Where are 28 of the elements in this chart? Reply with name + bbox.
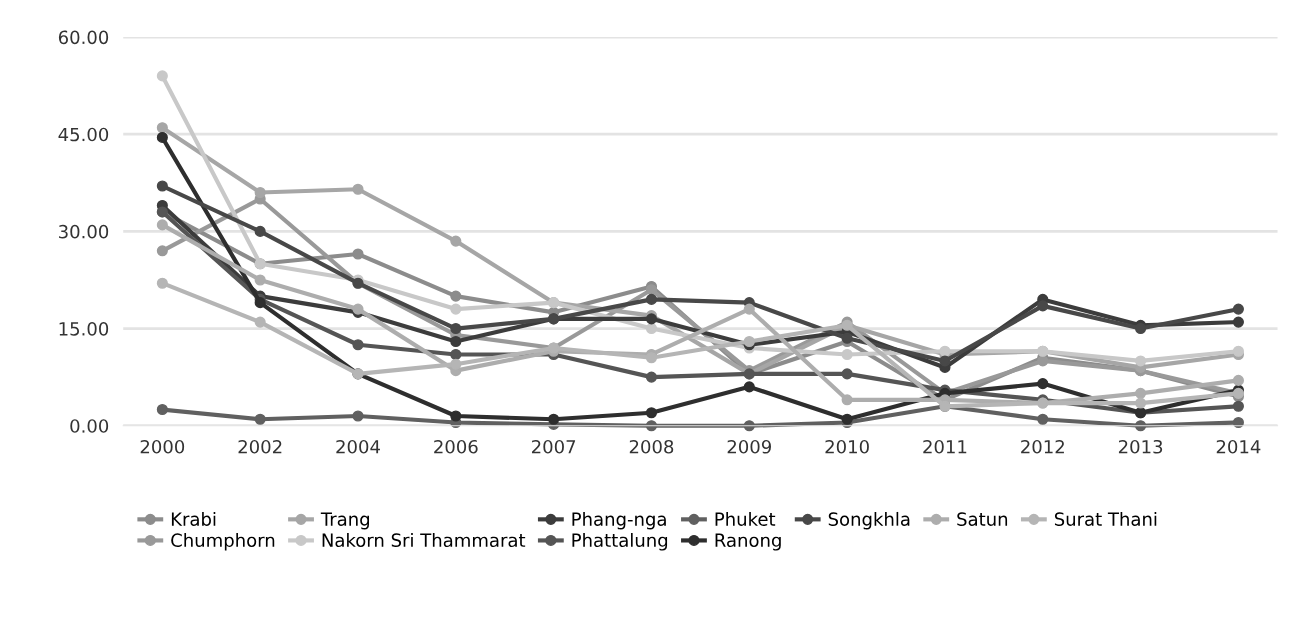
y-tick-label: 30.00 [59,224,109,239]
legend-label: Surat Thani [1054,511,1157,526]
x-tick-label: 2013 [1118,439,1163,454]
y-tick-label: 60.00 [58,30,109,45]
x-tick-label: 2012 [1021,439,1064,454]
legend-label: Chumphorn [171,533,275,551]
x-tick-label: 2002 [238,439,282,454]
y-tick-label: 45.00 [58,127,109,142]
x-tick-label: 2000 [140,439,185,454]
legend-label: Phang-nga [572,511,666,530]
x-tick-label: 2011 [923,439,967,454]
y-tick-label: 0.00 [70,419,109,433]
x-tick-label: 2004 [336,439,380,454]
legend-label: Trang [320,512,369,530]
legend-label: Nakorn Sri Thammarat [322,533,526,548]
legend-label: Phattalung [572,533,668,551]
x-tick-label: 2010 [825,439,869,454]
legend-label: Phuket [715,511,776,526]
y-tick-label: 15.00 [59,322,109,336]
x-tick-label: 2006 [434,439,478,454]
x-tick-label: 2008 [629,439,674,454]
legend-label: Songkhla [828,511,910,530]
legend-label: Krabi [171,511,216,526]
x-tick-label: 2014 [1216,439,1261,454]
legend-label: Ranong [715,533,781,551]
legend-label: Satun [957,512,1008,526]
x-tick-label: 2007 [531,439,576,454]
x-tick-label: 2009 [727,439,771,454]
